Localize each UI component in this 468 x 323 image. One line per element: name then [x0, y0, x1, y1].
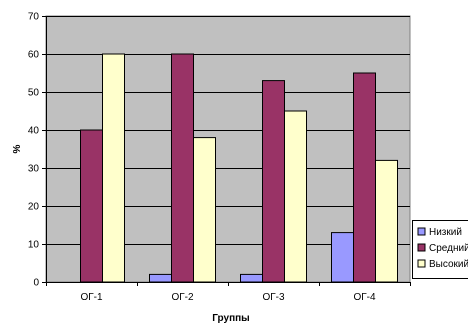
- x-tick-labels: ОГ-1 ОГ-2 ОГ-3 ОГ-4: [80, 292, 376, 303]
- x-axis-title: Группы: [212, 313, 249, 323]
- bar-3-3: [284, 110, 307, 283]
- y-tick-label: 40: [28, 126, 40, 137]
- legend-label-1: Низкий: [429, 227, 462, 238]
- bar-2-1: [80, 129, 103, 283]
- legend: Низкий Средний Высокий: [412, 220, 468, 279]
- bar-1-3: [240, 273, 263, 283]
- y-tick-labels: 0 10 20 30 40 50 60 70: [28, 12, 40, 289]
- x-tick-label: ОГ-1: [80, 292, 103, 303]
- y-tick-label: 30: [28, 164, 40, 175]
- bar-3-2: [193, 137, 216, 283]
- legend-label-2: Средний: [429, 243, 468, 254]
- legend-swatch-3: [417, 259, 426, 268]
- bar-2-4: [353, 72, 376, 283]
- bar-2-2: [171, 53, 194, 283]
- legend-swatch-2: [417, 243, 426, 252]
- bars: [80, 53, 398, 283]
- x-tick-label: ОГ-2: [171, 292, 194, 303]
- y-tick-label: 60: [28, 50, 40, 61]
- y-tick-label: 20: [28, 202, 40, 213]
- legend-label-3: Высокий: [429, 259, 468, 270]
- y-tick-label: 50: [28, 88, 40, 99]
- y-tick-label: 70: [28, 12, 40, 23]
- legend-swatch-1: [417, 227, 426, 236]
- bar-3-4: [375, 159, 398, 283]
- axes: [42, 16, 411, 286]
- y-axis-title: %: [12, 144, 23, 153]
- x-tick-label: ОГ-4: [353, 292, 376, 303]
- y-tick-label: 10: [28, 240, 40, 251]
- bar-3-1: [102, 53, 125, 283]
- bar-1-2: [149, 273, 172, 283]
- bar-1-4: [331, 232, 354, 283]
- bar-2-3: [262, 80, 285, 283]
- x-tick-label: ОГ-3: [262, 292, 285, 303]
- y-tick-label: 0: [33, 278, 39, 289]
